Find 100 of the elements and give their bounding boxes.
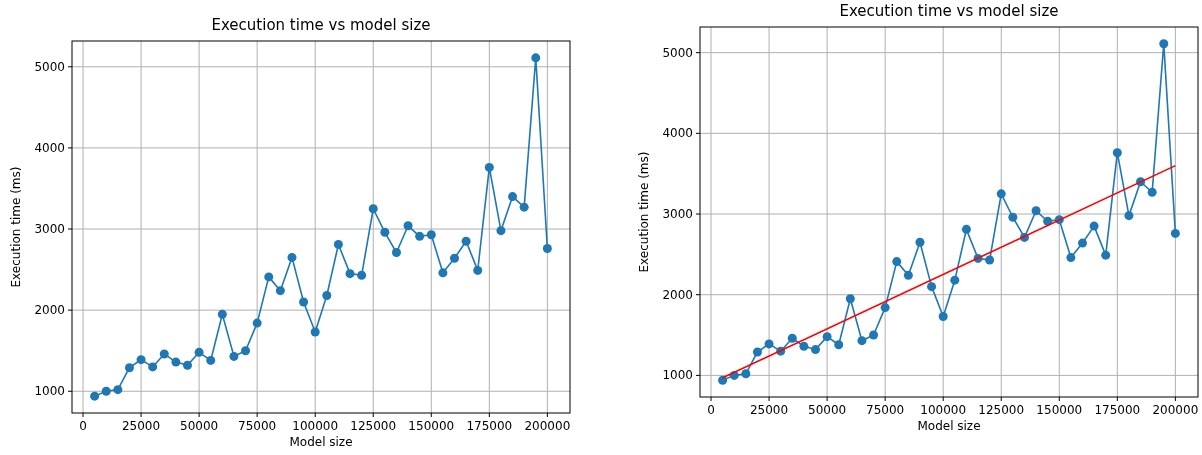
y-tick-label: 1000 <box>662 368 693 383</box>
chart-title: Execution time vs model size <box>839 2 1059 20</box>
point <box>380 227 390 237</box>
x-tick-label: 100000 <box>292 419 339 433</box>
point <box>869 330 879 340</box>
x-tick-label: 175000 <box>466 419 513 433</box>
y-tick-label: 3000 <box>662 207 693 222</box>
point <box>159 349 169 359</box>
point <box>1112 148 1122 158</box>
point <box>1147 187 1157 197</box>
point <box>473 265 483 275</box>
x-tick-label: 125000 <box>978 403 1025 417</box>
point <box>950 275 960 285</box>
point <box>718 375 728 385</box>
point <box>496 226 506 236</box>
y-tick-label: 1000 <box>34 384 65 399</box>
point <box>811 345 820 355</box>
x-axis-title: Model size <box>917 419 981 433</box>
x-axis-title: Model size <box>289 435 353 449</box>
x-tick-label: 150000 <box>408 419 455 433</box>
y-tick-label: 5000 <box>662 45 693 60</box>
point <box>996 189 1006 199</box>
point <box>241 346 251 356</box>
point <box>229 351 239 361</box>
x-tick-label: 50000 <box>808 403 847 417</box>
point <box>1101 250 1111 260</box>
point <box>938 311 948 321</box>
point <box>985 255 995 265</box>
point <box>927 282 937 292</box>
x-tick-label: 0 <box>79 419 87 433</box>
point <box>322 291 332 301</box>
y-tick-label: 3000 <box>34 222 65 237</box>
point <box>1089 221 1099 231</box>
chart-title: Execution time vs model size <box>211 16 431 34</box>
point <box>101 386 111 396</box>
y-tick-label: 4000 <box>662 126 693 141</box>
point <box>961 224 971 234</box>
point <box>113 385 123 395</box>
point <box>915 237 925 247</box>
point <box>415 231 425 241</box>
point <box>845 294 855 304</box>
point <box>1008 212 1018 222</box>
point <box>90 391 100 401</box>
point <box>438 268 448 278</box>
point <box>252 318 262 328</box>
point <box>264 272 274 282</box>
point <box>287 252 297 262</box>
point <box>148 362 158 372</box>
point <box>531 53 541 63</box>
y-axis-title: Execution time (ms) <box>637 151 651 273</box>
x-tick-label: 25000 <box>121 419 161 433</box>
point <box>519 202 529 212</box>
point <box>345 269 355 279</box>
point <box>357 270 367 280</box>
point <box>299 297 309 307</box>
point <box>1124 211 1134 221</box>
x-tick-label: 150000 <box>1036 403 1083 417</box>
x-tick-label: 0 <box>707 403 715 417</box>
point <box>183 360 192 370</box>
point <box>391 248 401 258</box>
point <box>1170 228 1180 238</box>
point <box>171 357 181 367</box>
point <box>799 341 809 351</box>
y-tick-label: 2000 <box>34 303 65 318</box>
point <box>194 347 204 357</box>
point <box>787 333 797 343</box>
point <box>903 270 913 280</box>
point <box>450 253 459 263</box>
x-tick-label: 25000 <box>749 403 789 417</box>
point <box>880 303 890 313</box>
point <box>403 221 413 231</box>
x-tick-label: 50000 <box>180 419 219 433</box>
point <box>752 347 762 357</box>
point <box>124 363 134 373</box>
point <box>333 239 343 249</box>
point <box>1159 39 1169 49</box>
x-tick-label: 75000 <box>866 403 905 417</box>
point <box>310 327 320 337</box>
point <box>857 336 867 346</box>
point <box>136 355 146 365</box>
point <box>275 286 285 296</box>
point <box>834 340 844 350</box>
point <box>892 257 902 267</box>
x-tick-label: 175000 <box>1094 403 1141 417</box>
x-tick-label: 200000 <box>524 419 571 433</box>
point <box>206 355 216 365</box>
point <box>764 339 774 349</box>
x-tick-label: 75000 <box>238 419 277 433</box>
y-axis-title: Execution time (ms) <box>9 166 23 288</box>
point <box>741 369 751 379</box>
x-tick-label: 125000 <box>350 419 397 433</box>
point <box>1078 238 1087 248</box>
point <box>822 332 832 342</box>
x-tick-label: 200000 <box>1152 403 1199 417</box>
y-tick-label: 2000 <box>662 287 693 302</box>
point <box>508 192 518 202</box>
point <box>484 162 494 172</box>
y-tick-label: 4000 <box>34 140 65 155</box>
point <box>461 236 471 246</box>
point <box>1031 206 1041 216</box>
